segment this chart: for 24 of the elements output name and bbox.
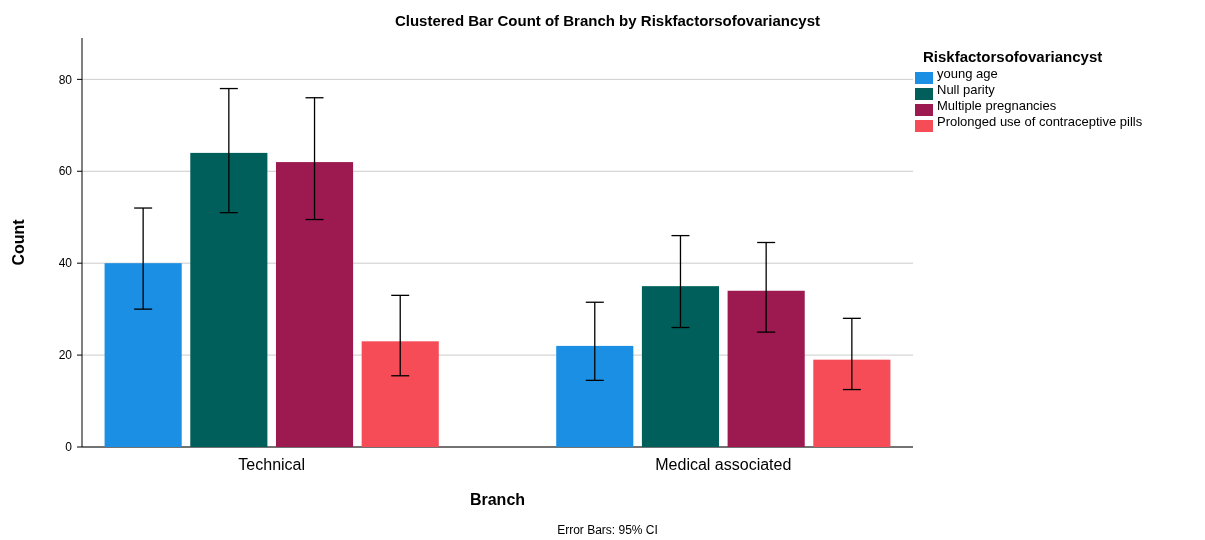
bar (813, 359, 891, 447)
y-tick-label: 80 (58, 72, 73, 87)
x-axis-title: Branch (469, 491, 526, 508)
legend-label: Prolonged use of contraceptive pills (937, 114, 1143, 129)
y-tick-label: 60 (58, 164, 73, 179)
bar (361, 341, 439, 447)
legend-label: Multiple pregnancies (937, 98, 1057, 113)
y-tick-label: 20 (58, 348, 73, 363)
x-tick-label: Medical associated (655, 456, 792, 473)
legend-label: young age (937, 66, 998, 81)
bar (641, 286, 720, 447)
chart-title: Clustered Bar Count of Branch by Riskfactorsofovariancyst (394, 12, 821, 29)
legend-label: Null parity (937, 82, 996, 97)
bar (190, 152, 268, 447)
bar (104, 263, 182, 447)
y-axis-title: Count (10, 218, 27, 266)
bar (727, 290, 805, 447)
bar (275, 162, 354, 447)
x-tick-label: Technical (238, 456, 306, 473)
y-tick-label: 0 (65, 440, 73, 455)
bar (556, 345, 634, 447)
y-tick-label: 40 (58, 256, 73, 271)
legend-title: Riskfactorsofovariancyst (923, 48, 1103, 65)
text: Error Bars: 95% CI (557, 523, 658, 537)
